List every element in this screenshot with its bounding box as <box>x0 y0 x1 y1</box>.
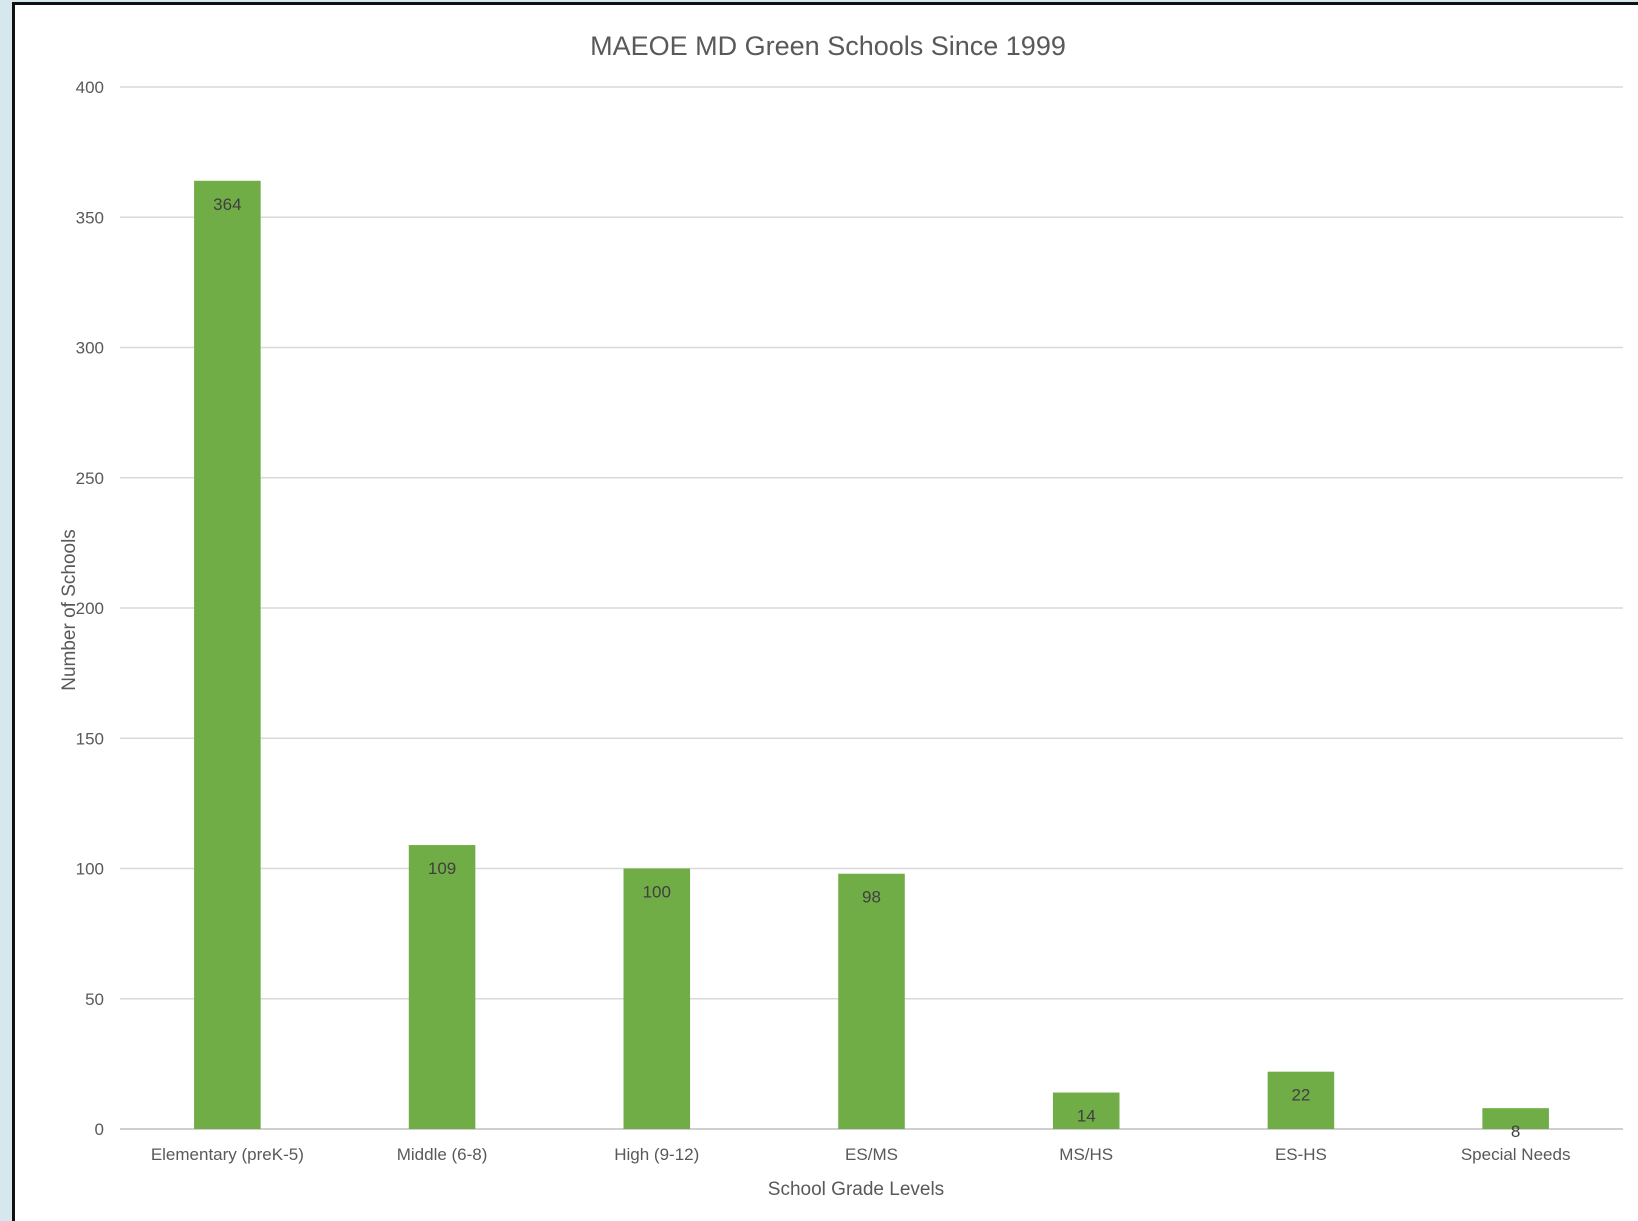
data-label-6: 8 <box>1511 1122 1520 1141</box>
bar-1 <box>408 845 476 1129</box>
category-label-2: High (9-12) <box>614 1145 699 1164</box>
y-tick-label: 350 <box>76 208 104 227</box>
data-labels: 364 109 100 98 14 22 8 <box>213 195 1520 1141</box>
y-tick-label: 0 <box>95 1120 104 1139</box>
y-tick-label: 250 <box>76 469 104 488</box>
category-label-6: Special Needs <box>1461 1145 1571 1164</box>
y-tick-label: 300 <box>76 339 104 358</box>
chart-title: MAEOE MD Green Schools Since 1999 <box>590 31 1066 61</box>
y-tick-label: 400 <box>76 78 104 97</box>
y-tick-label: 200 <box>76 599 104 618</box>
data-label-2: 100 <box>643 883 671 902</box>
chart-frame: MAEOE MD Green Schools Since 1999 0 50 100… <box>12 2 1638 1221</box>
data-label-1: 109 <box>428 859 456 878</box>
x-axis-label: School Grade Levels <box>768 1179 944 1200</box>
category-label-1: Middle (6-8) <box>397 1145 488 1164</box>
category-label-5: ES-HS <box>1275 1145 1327 1164</box>
data-label-5: 22 <box>1291 1086 1310 1105</box>
y-tick-label: 150 <box>76 729 104 748</box>
category-label-0: Elementary (preK-5) <box>151 1145 304 1164</box>
y-tick-label: 100 <box>76 860 104 879</box>
bars <box>194 180 1549 1129</box>
bar-5 <box>1267 1071 1335 1129</box>
bar-chart: MAEOE MD Green Schools Since 1999 0 50 100… <box>59 31 1623 1200</box>
y-axis-ticks: 0 50 100 150 200 250 300 350 400 <box>76 78 104 1139</box>
data-label-0: 364 <box>213 195 241 214</box>
data-label-3: 98 <box>862 888 881 907</box>
bar-2 <box>623 868 691 1129</box>
data-label-4: 14 <box>1077 1107 1096 1126</box>
bar-6 <box>1482 1108 1549 1129</box>
y-axis-label: Number of Schools <box>59 529 80 691</box>
category-label-3: ES/MS <box>845 1145 898 1164</box>
bar-3 <box>838 873 905 1129</box>
gridlines <box>120 86 1623 1130</box>
y-tick-label: 50 <box>85 990 104 1009</box>
category-label-4: MS/HS <box>1059 1145 1113 1164</box>
bar-4 <box>1052 1092 1120 1129</box>
x-axis-categories: Elementary (preK-5) Middle (6-8) High (9-1… <box>151 1145 1571 1164</box>
bar-0 <box>194 180 261 1129</box>
